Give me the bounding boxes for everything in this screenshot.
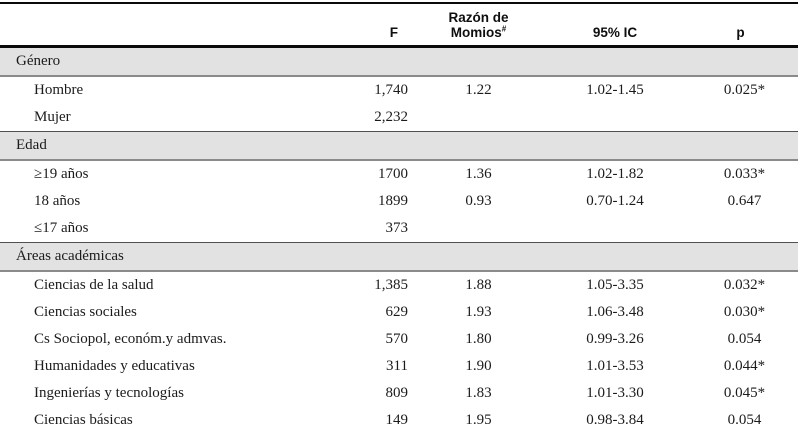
cell-p: 0.032* [723, 277, 766, 294]
table-body: Género Hombre 1,740 1.22 1.02-1.45 0.025… [0, 46, 798, 424]
cell-95-ic: 1.02-1.82 [586, 166, 644, 183]
row-label: Ingenierías y tecnologías [34, 385, 184, 402]
cell-f: 570 [385, 331, 409, 348]
cell-p: 0.054 [727, 331, 762, 348]
cell-95-ic: 0.99-3.26 [586, 331, 644, 348]
col-header-razon-de-momios: Razón de Momios# [412, 3, 545, 49]
cell-razon-momios: 1.90 [465, 358, 492, 375]
cell-p: 0.030* [723, 304, 766, 321]
cell-f: 1700 [378, 166, 408, 183]
cell-p: 0.044* [723, 358, 766, 375]
table-row: Ciencias sociales 629 1.93 1.06-3.48 0.0… [0, 299, 798, 326]
col-header-p: p [685, 3, 798, 49]
cell-p: 0.054 [727, 412, 762, 424]
cell-95-ic: 1.01-3.53 [586, 358, 644, 375]
cell-razon-momios [412, 104, 545, 132]
row-label: Humanidades y educativas [34, 358, 195, 375]
table-row: Humanidades y educativas 311 1.90 1.01-3… [0, 353, 798, 380]
cell-razon-momios: 1.93 [465, 304, 492, 321]
table-row: Ingenierías y tecnologías 809 1.83 1.01-… [0, 380, 798, 407]
cell-95-ic [545, 104, 685, 132]
col-header-rm-superscript: # [501, 24, 507, 34]
table-row: ≤17 años 373 [0, 215, 798, 243]
row-label: Ciencias de la salud [34, 277, 154, 294]
row-label: Cs Sociopol, económ.y admvas. [34, 331, 227, 348]
cell-95-ic: 1.05-3.35 [586, 277, 644, 294]
col-header-f: F [338, 3, 412, 49]
table-row: Ciencias de la salud 1,385 1.88 1.05-3.3… [0, 271, 798, 299]
section-label: Áreas académicas [0, 242, 798, 273]
cell-p: 0.025* [723, 82, 766, 99]
cell-razon-momios: 1.88 [465, 277, 492, 294]
section-row-areas-academicas: Áreas académicas [0, 242, 798, 273]
table-header: F Razón de Momios# 95% IC p [0, 3, 798, 49]
row-label: ≤17 años [34, 220, 89, 237]
col-header-rm-line1: Razón de [448, 10, 509, 25]
cell-95-ic: 0.98-3.84 [586, 412, 644, 424]
table-row: ≥19 años 1700 1.36 1.02-1.82 0.033* [0, 160, 798, 188]
cell-razon-momios [412, 215, 545, 243]
cell-razon-momios: 1.80 [465, 331, 492, 348]
row-label: Ciencias sociales [34, 304, 137, 321]
section-label: Género [0, 46, 798, 78]
cell-f: 809 [385, 385, 409, 402]
cell-razon-momios: 0.93 [465, 193, 492, 210]
cell-p [685, 104, 798, 132]
row-label: Mujer [34, 109, 71, 126]
cell-f: 149 [385, 412, 409, 424]
corner-cell [0, 3, 338, 49]
section-label: Edad [0, 131, 798, 162]
cell-razon-momios: 1.22 [465, 82, 492, 99]
cell-95-ic: 1.02-1.45 [586, 82, 644, 99]
cell-razon-momios: 1.95 [465, 412, 492, 424]
row-label: Ciencias básicas [34, 412, 133, 424]
cell-p: 0.045* [723, 385, 766, 402]
cell-p: 0.033* [723, 166, 766, 183]
cell-razon-momios: 1.83 [465, 385, 492, 402]
cell-95-ic: 1.06-3.48 [586, 304, 644, 321]
col-header-95-ic: 95% IC [545, 3, 685, 49]
cell-95-ic [545, 215, 685, 243]
section-row-genero: Género [0, 46, 798, 78]
table-row: Cs Sociopol, económ.y admvas. 570 1.80 0… [0, 326, 798, 353]
cell-p [685, 215, 798, 243]
cell-f: 1,740 [374, 82, 408, 99]
cell-f: 2,232 [374, 109, 408, 126]
col-header-rm-line2: Momios# [412, 25, 545, 40]
row-label: Hombre [34, 82, 84, 99]
row-label: ≥19 años [34, 166, 89, 183]
cell-f: 1,385 [374, 277, 408, 294]
header-row: F Razón de Momios# 95% IC p [0, 3, 798, 49]
cell-p: 0.647 [727, 193, 762, 210]
cell-f: 311 [386, 358, 408, 375]
cell-f: 373 [385, 220, 409, 237]
row-label: 18 años [34, 193, 81, 210]
cell-f: 629 [385, 304, 409, 321]
table-row: Ciencias básicas 149 1.95 0.98-3.84 0.05… [0, 407, 798, 424]
section-row-edad: Edad [0, 131, 798, 162]
cell-95-ic: 0.70-1.24 [586, 193, 644, 210]
col-header-rm-word: Momios [450, 25, 502, 41]
cell-95-ic: 1.01-3.30 [586, 385, 644, 402]
cell-f: 1899 [378, 193, 408, 210]
table-row: Hombre 1,740 1.22 1.02-1.45 0.025* [0, 76, 798, 104]
table-row: 18 años 1899 0.93 0.70-1.24 0.647 [0, 188, 798, 215]
table-row: Mujer 2,232 [0, 104, 798, 132]
cell-razon-momios: 1.36 [465, 166, 492, 183]
